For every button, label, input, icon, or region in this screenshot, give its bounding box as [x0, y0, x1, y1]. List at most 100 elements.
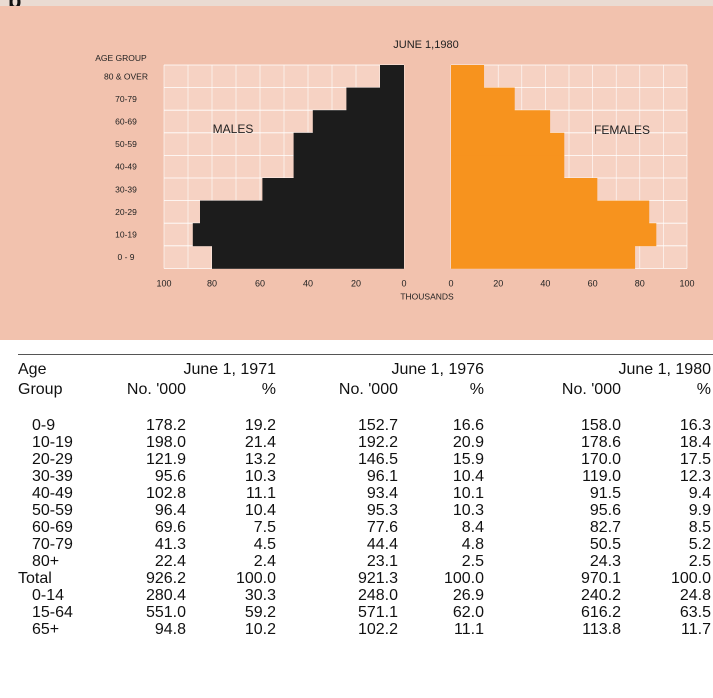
count-cell: 96.4: [154, 502, 186, 519]
x-tick-label-right: 20: [493, 278, 503, 288]
header-pct-1971: %: [261, 381, 276, 398]
percent-cell: 8.4: [461, 519, 484, 536]
percent-cell: 10.2: [244, 621, 276, 638]
x-tick-label-right: 80: [635, 278, 645, 288]
percent-cell: 59.2: [244, 604, 276, 621]
percent-cell: 100.0: [235, 570, 276, 587]
age-group-cell: 0-14: [32, 587, 65, 604]
category-label: 40-49: [115, 162, 137, 172]
percent-cell: 2.4: [253, 553, 276, 570]
count-cell: 82.7: [589, 519, 621, 536]
bar-females: [451, 178, 598, 201]
header-pct-1976: %: [469, 381, 484, 398]
x-tick-label-left: 80: [207, 278, 217, 288]
percent-cell: 19.2: [244, 417, 276, 434]
x-tick-label-left: 40: [303, 278, 313, 288]
bar-males: [380, 65, 404, 88]
header-pct-1980: %: [696, 381, 711, 398]
table-total-row: Total 926.2 100.0 921.3 100.0 970.1 100.0: [18, 570, 711, 587]
bar-males: [200, 200, 404, 224]
age-group-cell: 0-9: [32, 417, 56, 434]
category-label: 30-39: [115, 184, 137, 194]
header-year-1980: June 1, 1980: [618, 361, 711, 378]
count-cell: 551.0: [145, 604, 186, 621]
count-cell: 121.9: [145, 451, 186, 468]
category-label: 50-59: [115, 139, 137, 149]
age-group-cell: 80+: [32, 553, 60, 570]
table-header-row-years: Age June 1, 1971 June 1, 1976 June 1, 19…: [18, 360, 711, 380]
percent-cell: 9.9: [688, 502, 711, 519]
header-no-1980: No. '000: [561, 381, 621, 398]
percent-cell: 62.0: [452, 604, 484, 621]
bar-males: [346, 87, 404, 111]
bar-females: [451, 65, 485, 88]
x-tick-label-right: 0: [448, 278, 453, 288]
count-cell: 22.4: [154, 553, 186, 570]
count-cell: 152.7: [357, 417, 398, 434]
category-label: 10-19: [115, 230, 137, 240]
percent-cell: 10.1: [452, 485, 484, 502]
header-year-1976: June 1, 1976: [391, 361, 484, 378]
header-year-1971: June 1, 1971: [183, 361, 276, 378]
percent-cell: 11.1: [246, 485, 276, 502]
category-label: 70-79: [115, 94, 137, 104]
count-cell: 178.2: [145, 417, 186, 434]
count-cell: 926.2: [145, 570, 186, 587]
percent-cell: 30.3: [244, 587, 276, 604]
count-cell: 970.1: [580, 570, 621, 587]
bar-females: [451, 245, 636, 269]
x-tick-label-right: 60: [588, 278, 598, 288]
percent-cell: 15.9: [452, 451, 484, 468]
count-cell: 95.3: [366, 502, 398, 519]
population-table: Age June 1, 1971 June 1, 1976 June 1, 19…: [18, 360, 711, 638]
bar-females: [451, 223, 657, 247]
count-cell: 91.5: [589, 485, 621, 502]
age-group-cell: 30-39: [32, 468, 73, 485]
table-summary-row: 65+ 94.8 10.2 102.2 11.1 113.8 11.7: [18, 621, 711, 638]
percent-cell: 63.5: [679, 604, 711, 621]
table-spacer-row: [18, 400, 711, 417]
count-cell: 23.1: [366, 553, 398, 570]
count-cell: 41.3: [154, 536, 186, 553]
count-cell: 69.6: [154, 519, 186, 536]
bar-males: [192, 223, 404, 247]
x-tick-label-right: 100: [679, 278, 694, 288]
percent-cell: 10.4: [244, 502, 276, 519]
percent-cell: 13.2: [244, 451, 276, 468]
bar-males: [293, 132, 404, 156]
age-group-cell: 15-64: [32, 604, 73, 621]
bar-males: [262, 178, 404, 201]
count-cell: 248.0: [357, 587, 398, 604]
count-cell: 113.8: [582, 621, 621, 638]
percent-cell: 12.3: [679, 468, 711, 485]
count-cell: 119.0: [582, 468, 621, 485]
percent-cell: 26.9: [452, 587, 484, 604]
count-cell: 146.5: [357, 451, 398, 468]
count-cell: 178.6: [580, 434, 621, 451]
percent-cell: 100.0: [443, 570, 484, 587]
header-group: Group: [18, 381, 63, 398]
percent-cell: 16.3: [679, 417, 711, 434]
percent-cell: 10.3: [244, 468, 276, 485]
percent-cell: 11.1: [454, 621, 484, 638]
pyramid-chart-panel: 80 & OVER 70-79 60-69 50-59 40-49 30-39 20-29 1…: [0, 6, 713, 340]
count-cell: 50.5: [589, 536, 621, 553]
percent-cell: 18.4: [679, 434, 711, 451]
percent-cell: 100.0: [670, 570, 711, 587]
table-row: 80+ 22.4 2.4 23.1 2.5 24.3 2.5: [18, 553, 711, 570]
table-summary-row: 0-14 280.4 30.3 248.0 26.9 240.2 24.8: [18, 587, 711, 604]
bar-males: [312, 110, 404, 134]
table-row: 20-29 121.9 13.2 146.5 15.9 170.0 17.5: [18, 451, 711, 468]
age-group-cell: 65+: [32, 621, 60, 638]
count-cell: 94.8: [154, 621, 186, 638]
percent-cell: 16.6: [452, 417, 484, 434]
count-cell: 240.2: [580, 587, 621, 604]
table-summary-row: 15-64 551.0 59.2 571.1 62.0 616.2 63.5: [18, 604, 711, 621]
table-top-rule: [18, 354, 713, 355]
count-cell: 102.8: [145, 485, 186, 502]
age-group-cell: 70-79: [32, 536, 73, 553]
table-row: 40-49 102.8 11.1 93.4 10.1 91.5 9.4: [18, 485, 711, 502]
percent-cell: 2.5: [461, 553, 484, 570]
x-axis-title: THOUSANDS: [400, 291, 454, 301]
count-cell: 571.1: [357, 604, 398, 621]
